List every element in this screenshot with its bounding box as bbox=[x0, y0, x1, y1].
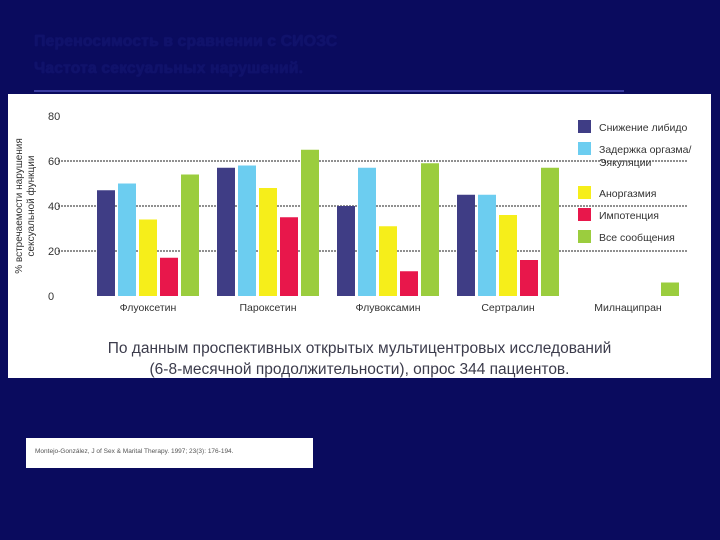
chart-panel: 0 20 40 60 80 % встречаемости нарушениясексуа… bbox=[8, 94, 711, 378]
bar bbox=[259, 188, 277, 296]
legend-swatch bbox=[578, 120, 591, 133]
y-tick-label: 60 bbox=[48, 156, 60, 168]
bar bbox=[280, 217, 298, 296]
legend-label: Импотенция bbox=[599, 210, 659, 222]
y-axis-label: % встречаемости нарушениясексуальной фун… bbox=[14, 138, 37, 274]
legend-label-continued: Эякуляции bbox=[599, 157, 652, 169]
bar bbox=[181, 174, 199, 296]
y-tick-label: 40 bbox=[48, 201, 60, 213]
bar bbox=[379, 226, 397, 296]
legend-swatch bbox=[578, 142, 591, 155]
bar bbox=[160, 257, 178, 296]
caption-line-1: По данным проспективных открытых мультиц… bbox=[107, 340, 612, 357]
bar-chart: 0 20 40 60 80 % встречаемости нарушениясексуа… bbox=[14, 111, 691, 314]
bar bbox=[118, 183, 136, 296]
title-underline bbox=[34, 90, 624, 92]
legend-label: Все сообщения bbox=[599, 232, 675, 244]
y-tick-label: 0 bbox=[48, 291, 54, 303]
y-tick-label: 20 bbox=[48, 246, 60, 258]
chart-caption: По данным проспективных открытых мультиц… bbox=[8, 338, 711, 380]
slide-title-line-1: Переносимость в сравнении с СИОЗС bbox=[34, 33, 338, 50]
legend-label: Снижение либидо bbox=[599, 122, 688, 134]
bar bbox=[337, 206, 355, 296]
bar bbox=[97, 190, 115, 296]
bar bbox=[661, 282, 679, 296]
bar bbox=[520, 260, 538, 296]
y-tick-label: 80 bbox=[48, 111, 60, 123]
legend-label: Аноргазмия bbox=[599, 188, 656, 200]
x-tick-label: Флуоксетин bbox=[120, 302, 177, 314]
x-tick-label: Сертралин bbox=[481, 302, 535, 314]
x-tick-label: Пароксетин bbox=[240, 302, 297, 314]
citation-box: Montejo-González, J of Sex & Marital The… bbox=[26, 438, 313, 468]
slide-title: Переносимость в сравнении с СИОЗС Частот… bbox=[34, 28, 694, 82]
x-tick-label: Флувоксамин bbox=[356, 302, 421, 314]
bar bbox=[301, 149, 319, 296]
slide-title-line-2: Частота сексуальных нарушений. bbox=[34, 60, 304, 77]
bar bbox=[358, 167, 376, 296]
legend-swatch bbox=[578, 186, 591, 199]
bar bbox=[238, 165, 256, 296]
legend-swatch bbox=[578, 230, 591, 243]
bar bbox=[139, 219, 157, 296]
x-tick-label: Милнаципран bbox=[594, 302, 662, 314]
legend-swatch bbox=[578, 208, 591, 221]
bar bbox=[499, 215, 517, 296]
legend-label: Задержка оргазма/ bbox=[599, 144, 691, 156]
bar bbox=[400, 271, 418, 296]
bar bbox=[478, 194, 496, 296]
bar bbox=[217, 167, 235, 296]
citation-text: Montejo-González, J of Sex & Marital The… bbox=[35, 448, 234, 455]
bar bbox=[421, 163, 439, 296]
bar bbox=[541, 167, 559, 296]
caption-line-2: (6-8-месячной продолжительности), опрос … bbox=[149, 361, 570, 378]
bar bbox=[457, 194, 475, 296]
